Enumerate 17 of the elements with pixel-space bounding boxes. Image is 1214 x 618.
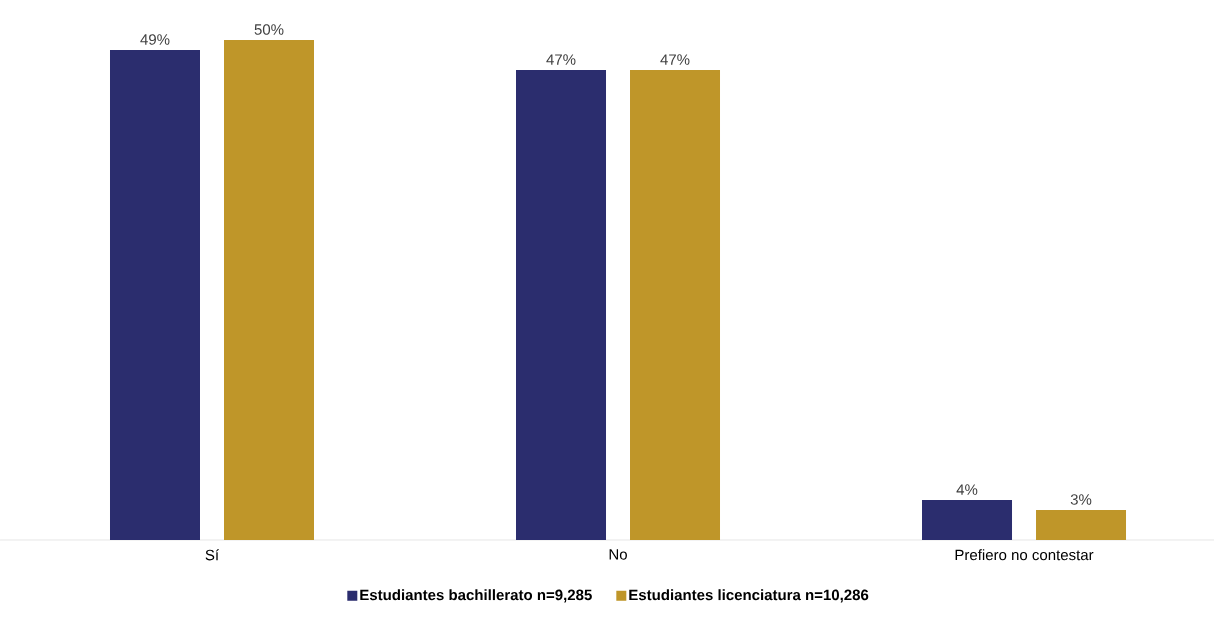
data-label: 47%: [546, 54, 576, 65]
bar: [110, 49, 200, 540]
legend-label: Estudiantes bachillerato n=9,285: [360, 589, 592, 603]
data-label: 3%: [1070, 494, 1092, 505]
data-label: 4%: [956, 484, 978, 495]
legend-label: Estudiantes licenciatura n=10,286: [629, 589, 869, 603]
data-label: 47%: [660, 54, 690, 65]
data-label: 50%: [254, 24, 284, 35]
bar: [1036, 510, 1127, 540]
bar: [224, 39, 314, 540]
bar: [922, 500, 1013, 540]
x-tick-label: Sí: [205, 549, 220, 561]
bar: [516, 69, 607, 540]
data-label: 49%: [140, 34, 170, 45]
x-tick-label: Prefiero no contestar: [955, 549, 1094, 561]
x-tick-label: No: [609, 549, 627, 560]
bar: [630, 69, 721, 540]
